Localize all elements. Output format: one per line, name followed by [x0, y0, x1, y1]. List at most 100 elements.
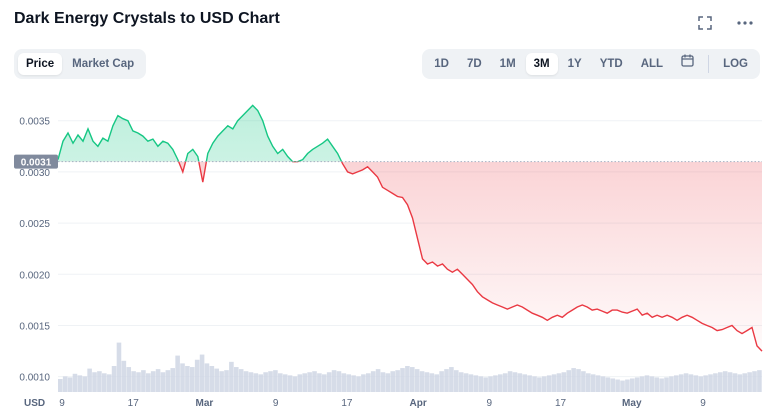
volume-bar — [522, 374, 528, 392]
volume-bar — [478, 376, 484, 392]
volume-bar — [307, 372, 312, 392]
volume-bar — [532, 376, 537, 392]
range-toggle: 1D 7D 1M 3M 1Y YTD ALL LOG — [422, 49, 760, 79]
range-divider — [708, 55, 710, 73]
volume-bar — [747, 372, 752, 392]
volume-bar — [67, 377, 73, 392]
calendar-button[interactable] — [673, 53, 702, 75]
volume-bar — [566, 370, 572, 392]
volume-bar — [180, 363, 185, 392]
volume-bar — [444, 369, 449, 392]
volume-bar — [361, 374, 366, 392]
volume-bar — [214, 368, 220, 392]
volume-bar — [366, 373, 371, 392]
volume-bar — [590, 374, 596, 392]
volume-bar — [727, 372, 733, 392]
x-tick-label: 9 — [487, 398, 493, 409]
volume-bar — [742, 373, 748, 392]
volume-bar — [454, 370, 459, 392]
volume-bar — [116, 342, 122, 392]
volume-bar — [356, 376, 361, 392]
volume-bar — [175, 355, 180, 392]
volume-bar — [722, 371, 728, 392]
range-1m[interactable]: 1M — [499, 58, 516, 70]
reference-badge — [14, 154, 58, 169]
y-tick-label: 0.0025 — [19, 219, 50, 230]
volume-bar — [620, 380, 625, 392]
tab-market-cap[interactable]: Market Cap — [72, 58, 135, 70]
volume-bar — [586, 373, 591, 392]
volume-bar — [385, 373, 391, 392]
volume-bar — [571, 368, 576, 392]
x-tick-label: May — [622, 398, 642, 409]
volume-bar — [600, 376, 606, 392]
volume-bar — [512, 372, 518, 392]
price-line-up — [57, 104, 343, 162]
volume-bar — [282, 374, 288, 392]
volume-bar — [419, 371, 425, 392]
volume-bar — [595, 375, 601, 392]
y-tick-label: 0.0015 — [19, 321, 50, 332]
x-tick-label: 9 — [700, 398, 706, 409]
volume-bar — [556, 373, 562, 392]
price-line-down — [177, 161, 763, 352]
volume-bar — [698, 376, 704, 392]
range-all[interactable]: ALL — [640, 58, 664, 70]
volume-bar — [634, 377, 640, 392]
x-tick-label: Mar — [196, 398, 214, 409]
volume-bar — [757, 370, 762, 392]
volume-bar — [683, 373, 689, 392]
volume-bar — [678, 374, 684, 392]
tab-price[interactable]: Price — [18, 53, 63, 75]
more-options-icon[interactable] — [736, 14, 754, 32]
y-tick-label: 0.0030 — [19, 168, 50, 179]
volume-bar — [292, 376, 298, 392]
volume-bar — [82, 376, 88, 392]
volume-bar — [644, 375, 650, 392]
range-7d[interactable]: 7D — [466, 58, 482, 70]
range-1y[interactable]: 1Y — [567, 58, 582, 70]
volume-bar — [209, 366, 215, 392]
volume-bar — [322, 374, 327, 392]
volume-bar — [102, 373, 107, 392]
volume-bar — [517, 373, 523, 392]
volume-bar — [546, 375, 552, 392]
range-1d[interactable]: 1D — [434, 58, 449, 70]
volume-bar — [243, 371, 249, 392]
volume-bar — [351, 375, 356, 392]
volume-bar — [302, 373, 308, 392]
volume-bar — [58, 379, 63, 392]
expand-icon[interactable] — [696, 14, 714, 32]
volume-bar — [449, 367, 454, 392]
volume-bar — [131, 371, 136, 392]
range-ytd[interactable]: YTD — [599, 58, 623, 70]
reference-badge-label: 0.0031 — [21, 158, 52, 169]
volume-bar — [752, 371, 757, 392]
range-3m[interactable]: 3M — [525, 53, 558, 75]
volume-bar — [439, 371, 444, 392]
volume-bar — [639, 376, 645, 392]
volume-bar — [97, 371, 102, 392]
volume-bar — [146, 373, 151, 392]
volume-bar — [111, 366, 117, 392]
volume-bar — [708, 374, 713, 392]
volume-bar — [141, 370, 146, 392]
area-below-reference — [58, 161, 762, 352]
volume-bar — [659, 378, 664, 392]
volume-bar — [336, 371, 342, 392]
volume-bar — [312, 371, 317, 392]
volume-bar — [488, 376, 493, 392]
volume-bar — [331, 370, 337, 392]
log-toggle[interactable]: LOG — [723, 58, 748, 70]
volume-bar — [664, 377, 669, 392]
volume-bar — [326, 372, 332, 392]
volume-bar — [273, 370, 278, 392]
chart-header-actions — [696, 14, 754, 32]
volume-bar — [473, 375, 479, 392]
volume-bar — [654, 377, 660, 392]
volume-bar — [649, 376, 655, 392]
y-tick-label: 0.0020 — [19, 270, 50, 281]
volume-bar — [458, 372, 464, 392]
volume-bar — [537, 377, 542, 392]
